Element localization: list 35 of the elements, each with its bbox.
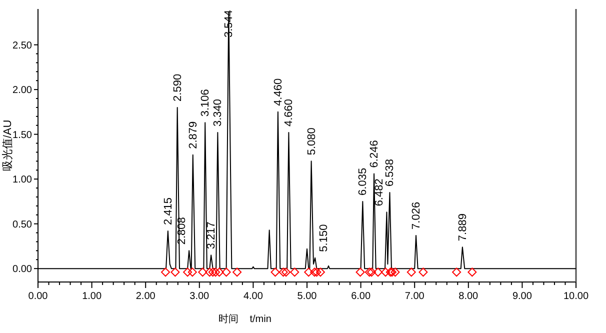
x-tick-label: 1.00 [82,291,102,302]
x-tick-label: 4.00 [243,291,264,302]
annotation: 6.538 [384,158,396,186]
x-tick-label: 9.00 [512,291,532,302]
annotation: 6.035 [357,168,370,196]
x-tick-label: 8.00 [458,291,479,302]
annotation: 3.106 [200,89,212,117]
y-tick-label: 0.00 [12,264,32,276]
annotation: 7.889 [456,214,469,242]
x-axis-title: 时间 t/min [218,313,272,325]
x-tick-label: 0.00 [28,291,48,302]
y-axis-title: 吸光值/AU [1,120,14,172]
x-tick-label: 7.00 [404,291,425,302]
annotation: 6.482 [374,178,386,206]
x-tick-label: 5.00 [297,291,318,302]
annotation: 7.026 [410,202,422,230]
annotation: 3.340 [212,98,224,127]
annotation: 2.590 [172,74,184,102]
annotation: 6.246 [368,140,381,168]
y-tick-label: 2.00 [12,85,32,96]
annotation: 5.080 [306,128,318,156]
annotation: 5.150 [318,224,330,252]
y-tick-label: 1.00 [12,174,32,186]
y-tick-label: 0.50 [12,219,32,230]
y-tick-label: 1.50 [12,130,32,141]
annotation: 4.660 [283,98,296,127]
y-tick-label: 2.50 [12,40,32,52]
x-tick-label: 6.00 [351,291,371,302]
annotation: 4.460 [272,78,284,106]
x-tick-label: 3.00 [190,291,210,302]
annotation: 2.879 [187,121,200,149]
x-tick-label: 2.00 [136,291,156,302]
annotation: 2.415 [162,197,174,225]
annotation: 3.217 [206,222,218,250]
x-tick-label: 10.00 [563,291,589,302]
